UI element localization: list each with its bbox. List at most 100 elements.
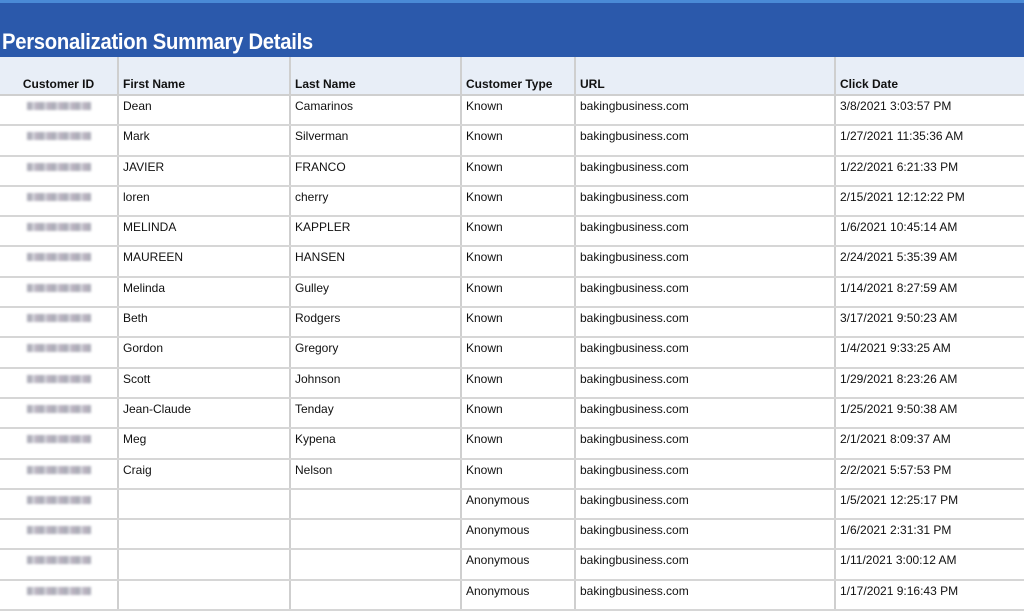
cell-customer-id [0,458,118,490]
redacted-customer-id [26,253,91,262]
redacted-customer-id [26,586,91,595]
redacted-customer-id [26,374,91,383]
cell-click-date: 1/27/2021 11:35:36 AM [834,125,1024,157]
redacted-customer-id [26,314,91,323]
cell-customer-id [0,367,118,399]
cell-url: bakingbusiness.com [574,549,835,581]
cell-click-date: 1/17/2021 9:16:43 PM [834,579,1024,611]
cell-click-date: 3/17/2021 9:50:23 AM [834,307,1024,339]
cell-url: bakingbusiness.com [574,397,835,430]
redacted-customer-id [26,102,91,110]
redacted-customer-id [26,344,91,353]
cell-url: bakingbusiness.com [574,155,835,187]
cell-first-name [117,488,290,521]
cell-customer-type: Known [460,95,575,127]
redacted-customer-id [26,132,91,141]
column-header-customer-type[interactable]: Customer Type [460,57,575,96]
cell-last-name: Johnson [289,367,461,399]
cell-click-date: 1/22/2021 6:21:33 PM [834,155,1024,187]
cell-last-name: Nelson [289,458,461,490]
cell-first-name: Beth [117,307,290,339]
table-row: Anonymous bakingbusiness.com 1/6/2021 2:31… [0,519,1024,551]
cell-first-name: Melinda [117,276,290,309]
cell-last-name: Silverman [289,125,461,157]
cell-last-name [289,488,461,521]
redacted-customer-id [26,435,91,444]
cell-last-name [289,519,461,551]
redacted-customer-id [26,465,91,474]
redacted-customer-id [26,404,91,413]
redacted-customer-id [26,162,91,171]
cell-customer-type: Anonymous [460,519,575,551]
cell-customer-id [0,397,118,430]
cell-customer-type: Anonymous [460,488,575,521]
column-header-click-date[interactable]: Click Date [834,57,1024,96]
cell-click-date: 1/6/2021 2:31:31 PM [834,519,1024,551]
cell-last-name: HANSEN [289,246,461,278]
cell-last-name: Kypena [289,428,461,460]
redacted-customer-id [26,495,91,504]
cell-last-name: KAPPLER [289,216,461,248]
cell-click-date: 1/29/2021 8:23:26 AM [834,367,1024,399]
cell-last-name: Gregory [289,337,461,369]
cell-first-name: MAUREEN [117,246,290,278]
redacted-customer-id [26,192,91,201]
cell-customer-type: Known [460,246,575,278]
cell-click-date: 2/1/2021 8:09:37 AM [834,428,1024,460]
table-row: JAVIER FRANCO Known bakingbusiness.com 1/22/… [0,155,1024,187]
top-accent-strip [0,0,1024,3]
cell-customer-id [0,95,118,127]
cell-customer-id [0,246,118,278]
cell-click-date: 2/24/2021 5:35:39 AM [834,246,1024,278]
cell-customer-type: Known [460,125,575,157]
table-row: Mark Silverman Known bakingbusiness.com 1/27… [0,125,1024,157]
cell-customer-id [0,428,118,460]
cell-customer-id [0,519,118,551]
cell-customer-type: Known [460,458,575,490]
table-row: Gordon Gregory Known bakingbusiness.com 1/4/… [0,337,1024,369]
cell-customer-type: Known [460,428,575,460]
cell-first-name: Craig [117,458,290,490]
column-header-url[interactable]: URL [574,57,835,96]
cell-url: bakingbusiness.com [574,579,835,611]
cell-url: bakingbusiness.com [574,276,835,309]
cell-click-date: 2/15/2021 12:12:22 PM [834,185,1024,218]
cell-customer-id [0,337,118,369]
cell-customer-id [0,276,118,309]
column-header-customer-id[interactable]: Customer ID [0,57,118,96]
cell-customer-id [0,125,118,157]
cell-url: bakingbusiness.com [574,307,835,339]
cell-customer-type: Known [460,216,575,248]
table-row: Melinda Gulley Known bakingbusiness.com 1/14… [0,276,1024,309]
cell-click-date: 1/14/2021 8:27:59 AM [834,276,1024,309]
cell-customer-type: Known [460,155,575,187]
cell-first-name: Mark [117,125,290,157]
cell-url: bakingbusiness.com [574,337,835,369]
cell-last-name: FRANCO [289,155,461,187]
table-row: Anonymous bakingbusiness.com 1/11/2021 3:0… [0,549,1024,581]
cell-url: bakingbusiness.com [574,519,835,551]
cell-click-date: 3/8/2021 3:03:57 PM [834,95,1024,127]
cell-first-name [117,519,290,551]
cell-url: bakingbusiness.com [574,216,835,248]
cell-first-name: loren [117,185,290,218]
column-header-last-name[interactable]: Last Name [289,57,461,96]
cell-customer-id [0,579,118,611]
cell-click-date: 1/11/2021 3:00:12 AM [834,549,1024,581]
table-row: Meg Kypena Known bakingbusiness.com 2/1/2021… [0,428,1024,460]
cell-last-name: Gulley [289,276,461,309]
cell-customer-type: Anonymous [460,579,575,611]
column-header-first-name[interactable]: First Name [117,57,290,96]
cell-first-name: JAVIER [117,155,290,187]
cell-last-name: Rodgers [289,307,461,339]
cell-url: bakingbusiness.com [574,458,835,490]
cell-first-name: MELINDA [117,216,290,248]
cell-url: bakingbusiness.com [574,428,835,460]
redacted-customer-id [26,526,91,535]
cell-last-name: Camarinos [289,95,461,127]
cell-last-name [289,579,461,611]
cell-url: bakingbusiness.com [574,185,835,218]
table-row: Anonymous bakingbusiness.com 1/5/2021 12:2… [0,488,1024,521]
table-row: Scott Johnson Known bakingbusiness.com 1/29/… [0,367,1024,399]
cell-url: bakingbusiness.com [574,95,835,127]
